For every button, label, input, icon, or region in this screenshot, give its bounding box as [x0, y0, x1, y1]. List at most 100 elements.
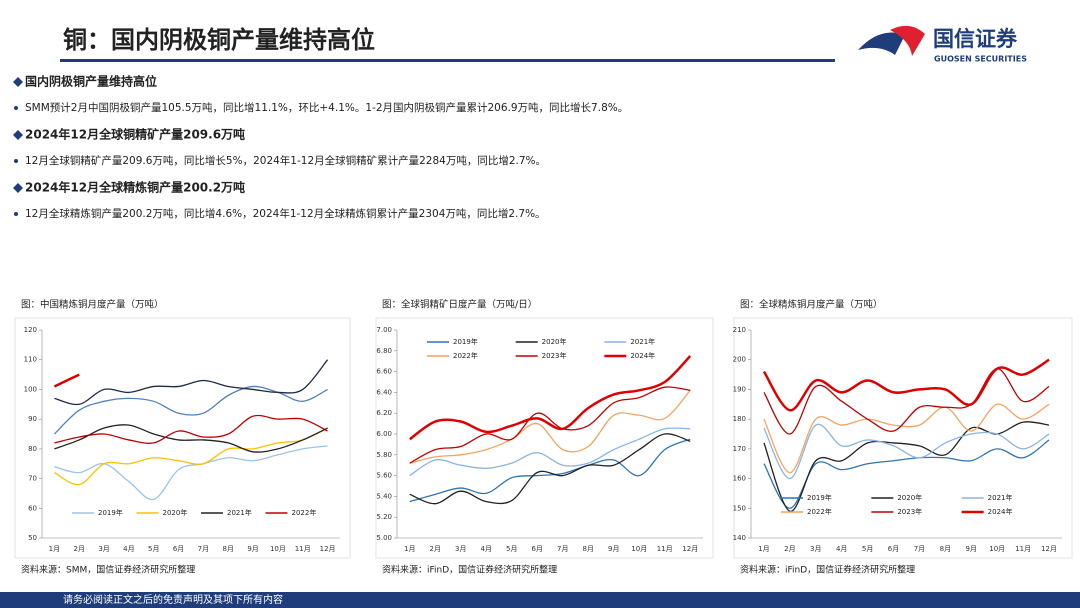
x-tick-label: 9月 [966, 545, 977, 553]
x-tick-label: 3月 [810, 545, 821, 553]
section-text: SMM预计2月中国阴极铜产量105.5万吨，同比增11.1%，环比+4.1%。1… [25, 101, 628, 114]
x-tick-label: 4月 [836, 545, 847, 553]
y-tick-label: 70 [28, 475, 37, 483]
section-text: 12月全球精炼铜产量200.2万吨，同比增4.6%，2024年1-12月全球精炼… [25, 207, 546, 220]
series-line [54, 414, 328, 444]
y-tick-label: 5.00 [376, 534, 392, 542]
series-line [763, 423, 1050, 480]
x-tick-label: 3月 [98, 545, 109, 553]
x-tick-label: 3月 [455, 545, 466, 553]
legend-label: 2023年 [542, 351, 567, 360]
y-tick-label: 60 [28, 504, 37, 512]
x-tick-label: 10月 [989, 545, 1005, 553]
section-heading: 2024年12月全球精炼铜产量200.2万吨 [25, 180, 245, 195]
x-tick-label: 11月 [295, 545, 311, 553]
series-line [54, 427, 328, 486]
series-line [763, 439, 1050, 509]
x-tick-label: 4月 [481, 545, 492, 553]
x-tick-label: 6月 [888, 545, 899, 553]
legend-label: 2021年 [630, 337, 655, 346]
x-tick-label: 12月 [1041, 545, 1057, 553]
legend-label: 2021年 [988, 493, 1013, 502]
series-line [53, 385, 328, 435]
x-tick-label: 7月 [557, 545, 568, 553]
logo-blue [858, 32, 905, 55]
plot-frame [14, 317, 351, 559]
series-line [763, 367, 1050, 435]
y-tick-label: 210 [733, 326, 746, 334]
series-line [762, 358, 1050, 412]
legend-label: 2021年 [227, 508, 252, 517]
series-line [409, 433, 691, 505]
y-tick-label: 6.20 [376, 409, 392, 417]
y-tick-label: 6.40 [376, 388, 392, 396]
legend-label: 2022年 [453, 351, 478, 360]
plot-frame [733, 317, 1073, 559]
legend-label: 2023年 [897, 507, 922, 516]
y-tick-label: 170 [733, 445, 746, 453]
legend-label: 2019年 [98, 508, 123, 517]
y-tick-label: 7.00 [376, 326, 392, 334]
x-tick-label: 9月 [247, 545, 258, 553]
legend-label: 2020年 [163, 508, 188, 517]
y-tick-label: 6.80 [376, 347, 392, 355]
footer-band [0, 592, 1080, 608]
chart-source: 资料来源：iFinD，国信证券经济研究所整理 [740, 564, 915, 576]
series-line [409, 355, 692, 441]
plot-frame [375, 317, 714, 559]
y-tick-label: 160 [733, 475, 746, 483]
series-line [409, 386, 691, 464]
x-tick-label: 9月 [608, 545, 619, 553]
footer-text: 请务必阅读正文之后的免责声明及其项下所有内容 [63, 593, 283, 606]
x-tick-label: 10月 [270, 545, 286, 553]
series-line [409, 438, 691, 503]
chart-title: 图：全球铜精矿日度产量（万吨/日） [382, 299, 537, 311]
page-title: 铜：国内阴极铜产量维持高位 [63, 26, 375, 54]
x-tick-label: 2月 [430, 545, 441, 553]
chart-title: 图：中国精炼铜月度产量（万吨） [21, 299, 164, 311]
y-tick-label: 110 [24, 356, 37, 364]
series-line [53, 373, 80, 388]
legend-label: 2020年 [897, 493, 922, 502]
series-line [54, 359, 329, 406]
x-tick-label: 8月 [223, 545, 234, 553]
x-tick-label: 1月 [758, 545, 769, 553]
x-tick-label: 7月 [198, 545, 209, 553]
section-heading: 国内阴极铜产量维持高位 [25, 74, 157, 89]
x-tick-label: 5月 [862, 545, 873, 553]
y-tick-label: 5.60 [376, 472, 392, 480]
y-tick-label: 150 [733, 504, 746, 512]
y-tick-label: 5.80 [376, 451, 392, 459]
series-line [54, 445, 328, 501]
logo-en: GUOSEN SECURITIES [934, 55, 1027, 64]
chart-source: 资料来源：SMM，国信证券经济研究所整理 [21, 564, 195, 576]
dot-bullet [14, 212, 18, 216]
legend-label: 2024年 [630, 351, 655, 360]
y-tick-label: 100 [24, 385, 37, 393]
x-tick-label: 7月 [914, 545, 925, 553]
x-tick-label: 1月 [49, 545, 60, 553]
y-tick-label: 120 [24, 326, 37, 334]
x-tick-label: 11月 [1015, 545, 1031, 553]
x-tick-label: 11月 [657, 545, 673, 553]
y-tick-label: 80 [28, 445, 37, 453]
x-tick-label: 4月 [123, 545, 134, 553]
series-line [763, 403, 1050, 474]
x-tick-label: 10月 [631, 545, 647, 553]
legend-label: 2019年 [807, 493, 832, 502]
x-tick-label: 1月 [404, 545, 415, 553]
chart-source: 资料来源：iFinD，国信证券经济研究所整理 [382, 564, 557, 576]
logo-red [890, 25, 925, 56]
legend-label: 2024年 [988, 507, 1013, 516]
x-tick-label: 5月 [506, 545, 517, 553]
y-tick-label: 5.20 [376, 513, 392, 521]
y-tick-label: 140 [733, 534, 746, 542]
y-tick-label: 6.60 [376, 368, 392, 376]
y-tick-label: 200 [733, 356, 746, 364]
diamond-bullet [13, 130, 23, 140]
diamond-bullet [13, 77, 23, 87]
logo-name: 国信证券 [933, 27, 1018, 51]
x-tick-label: 12月 [682, 545, 698, 553]
series-line [409, 427, 691, 477]
